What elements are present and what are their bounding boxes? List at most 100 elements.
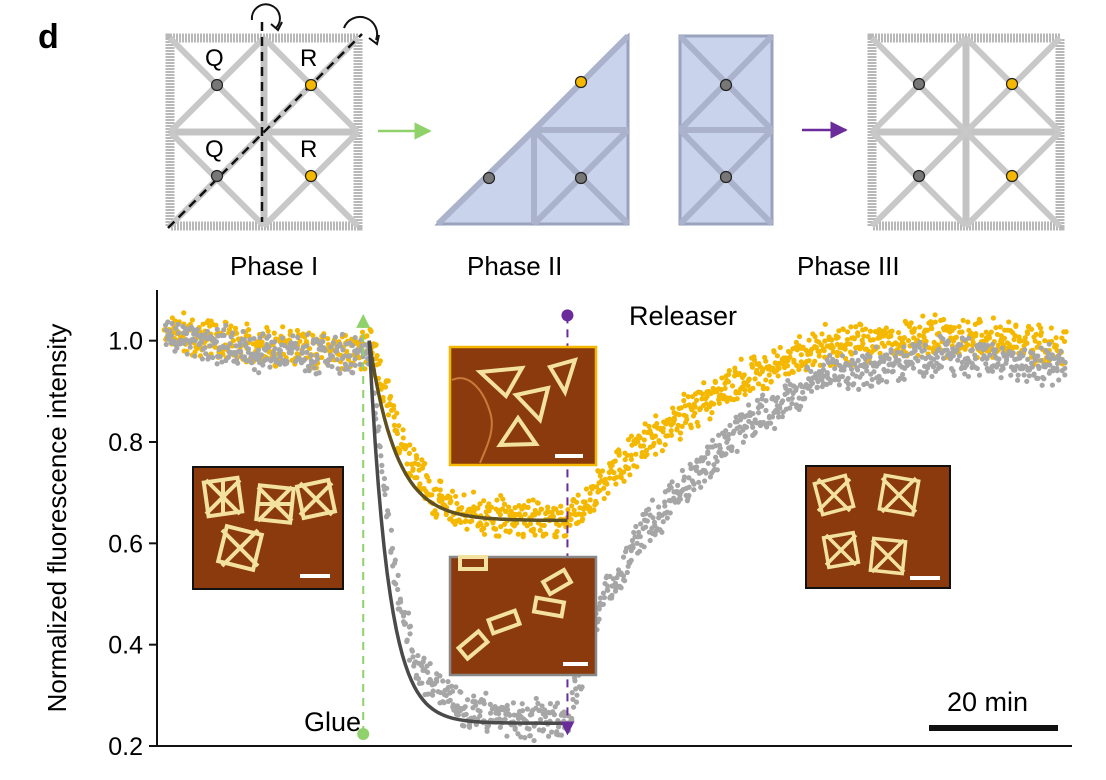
data-point-gray <box>1049 382 1056 388</box>
data-point-gray <box>333 348 340 354</box>
data-point-gray <box>305 331 311 338</box>
data-point-orange <box>538 506 544 512</box>
data-point-gray <box>1004 354 1010 360</box>
data-point-gray <box>916 344 923 350</box>
data-point-gray <box>987 352 993 358</box>
data-point-gray <box>227 341 233 347</box>
data-point-gray <box>734 448 740 455</box>
data-point-orange <box>760 366 766 372</box>
data-point-gray <box>775 414 782 420</box>
data-point-gray <box>165 319 171 325</box>
data-point-gray <box>1039 382 1045 388</box>
data-point-gray <box>729 444 735 451</box>
data-point-gray <box>600 590 607 596</box>
data-point-orange <box>433 486 439 492</box>
data-point-gray <box>175 330 182 336</box>
data-point-gray <box>686 484 692 490</box>
data-point-orange <box>895 330 902 336</box>
data-point-gray <box>686 492 692 499</box>
data-point-gray <box>504 706 511 713</box>
data-point-orange <box>911 328 917 335</box>
data-point-orange <box>929 325 935 332</box>
data-point-gray <box>1062 372 1068 378</box>
data-point-gray <box>596 616 602 622</box>
y-tick-label: 1.0 <box>108 328 143 356</box>
data-point-gray <box>628 557 634 563</box>
data-point-orange <box>419 457 425 463</box>
data-point-gray <box>856 386 862 392</box>
data-point-gray <box>345 366 351 372</box>
data-point-gray <box>746 402 752 408</box>
data-point-orange <box>697 407 703 413</box>
data-point-orange <box>587 490 593 496</box>
data-point-gray <box>277 348 284 354</box>
data-point-gray <box>884 352 890 358</box>
data-point-orange <box>732 373 738 379</box>
data-point-gray <box>347 353 353 359</box>
data-point-gray <box>447 697 453 703</box>
dye-site <box>1005 77 1019 91</box>
data-point-gray <box>789 395 795 401</box>
data-point-gray <box>455 712 462 718</box>
data-point-gray <box>385 511 392 517</box>
data-point-gray <box>659 529 665 535</box>
data-point-gray <box>832 373 838 379</box>
data-point-orange <box>1042 338 1048 344</box>
data-point-gray <box>203 335 209 342</box>
data-point-gray <box>251 335 257 342</box>
data-point-orange <box>706 404 713 410</box>
data-point-gray <box>809 380 816 386</box>
data-point-orange <box>692 410 698 416</box>
data-point-orange <box>835 334 841 340</box>
data-point-orange <box>842 346 848 352</box>
data-point-orange <box>394 410 400 416</box>
data-point-orange <box>458 519 464 525</box>
data-point-orange <box>272 363 279 369</box>
data-point-gray <box>991 350 998 356</box>
data-point-orange <box>377 358 383 364</box>
data-point-gray <box>329 353 336 359</box>
data-point-gray <box>260 362 266 368</box>
data-point-orange <box>796 366 802 373</box>
data-point-gray <box>783 385 789 391</box>
data-point-orange <box>612 458 618 464</box>
data-point-gray <box>631 529 637 536</box>
data-point-gray <box>510 700 517 706</box>
data-point-gray <box>787 405 793 411</box>
data-point-gray <box>664 515 670 521</box>
data-point-gray <box>214 326 220 332</box>
data-point-gray <box>952 348 959 355</box>
data-point-gray <box>651 519 658 525</box>
data-point-orange <box>662 442 668 448</box>
data-point-gray <box>934 354 941 360</box>
data-point-orange <box>1024 330 1031 337</box>
data-point-gray <box>912 348 918 354</box>
data-point-orange <box>742 387 748 393</box>
data-point-orange <box>749 364 756 370</box>
data-point-gray <box>540 727 547 733</box>
data-point-orange <box>1037 325 1044 331</box>
data-point-gray <box>519 701 525 707</box>
data-point-gray <box>869 383 875 389</box>
data-point-gray <box>1010 350 1016 356</box>
data-point-orange <box>422 460 428 467</box>
data-point-orange <box>956 323 962 330</box>
data-point-gray <box>1062 365 1068 371</box>
data-point-orange <box>627 472 633 478</box>
data-point-gray <box>1046 341 1052 347</box>
data-point-gray <box>507 712 513 718</box>
data-point-gray <box>955 357 961 363</box>
data-point-orange <box>579 516 586 522</box>
data-point-gray <box>434 678 440 684</box>
data-point-orange <box>515 531 521 537</box>
data-point-orange <box>651 440 657 446</box>
data-point-orange <box>819 331 825 337</box>
data-point-gray <box>885 368 891 374</box>
data-point-gray <box>836 382 842 388</box>
data-point-orange <box>1036 340 1042 346</box>
data-point-orange <box>722 385 728 392</box>
data-point-orange <box>924 327 930 333</box>
data-point-orange <box>625 437 632 443</box>
data-point-gray <box>537 707 543 714</box>
data-point-orange <box>959 329 965 335</box>
